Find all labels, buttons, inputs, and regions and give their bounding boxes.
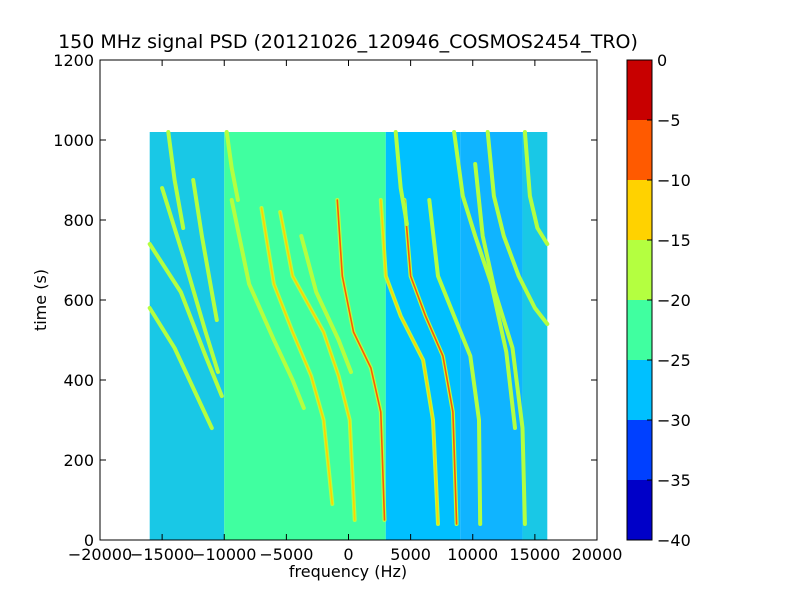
signal-trace	[260, 207, 334, 505]
signal-trace	[225, 131, 239, 201]
signal-trace	[394, 131, 408, 225]
colorbar-tick-label: −35	[657, 471, 691, 490]
x-tick-label: 10000	[447, 545, 498, 564]
y-tick-label: 800	[63, 211, 94, 230]
y-axis-label: time (s)	[31, 269, 50, 331]
colorbar-level	[627, 240, 652, 300]
x-tick-label: −5000	[259, 545, 313, 564]
signal-trace	[161, 187, 219, 373]
colorbar-level	[627, 480, 652, 540]
x-tick-label: 0	[343, 545, 353, 564]
colorbar-tick-label: −25	[657, 351, 691, 370]
signal-trace	[192, 179, 218, 321]
signal-trace	[486, 131, 549, 325]
colorbar-tick-label: −10	[657, 171, 691, 190]
x-tick-label: −10000	[192, 545, 256, 564]
heatmap-region	[460, 132, 523, 540]
y-tick-label: 0	[84, 531, 94, 550]
colorbar-level	[627, 300, 652, 360]
x-tick-label: −20000	[68, 545, 132, 564]
y-tick-label: 1000	[53, 131, 94, 150]
heatmap-region	[385, 132, 461, 540]
x-tick-label: 20000	[572, 545, 623, 564]
y-tick-label: 1200	[53, 51, 94, 70]
y-axis: 0 200 400 600 800 1000 1200	[53, 51, 597, 550]
heatmap-region	[224, 132, 386, 540]
signal-trace	[336, 199, 386, 521]
x-axis: −20000−15000−10000 −5000 0 5000 10000 15000 20…	[68, 60, 623, 564]
colorbar-tick-label: −20	[657, 291, 691, 310]
chart-title: 150 MHz signal PSD (20121026_120946_COSM…	[58, 31, 638, 53]
heatmap-region	[149, 132, 225, 540]
colorbar-level	[627, 180, 652, 240]
x-tick-label: −15000	[130, 545, 194, 564]
signal-trace	[230, 199, 305, 409]
colorbar-ticks: 0 −5 −10 −15 −20 −25 −30 −35 −40	[647, 51, 691, 550]
signal-trace	[428, 199, 481, 525]
y-tick-label: 200	[63, 451, 94, 470]
colorbar-tick-label: −15	[657, 231, 691, 250]
colorbar-level	[627, 360, 652, 420]
signal-trace	[279, 211, 356, 521]
signal-trace	[403, 199, 458, 525]
signal-trace	[380, 199, 439, 525]
x-tick-label: 5000	[390, 545, 431, 564]
colorbar-level	[627, 120, 652, 180]
heatmap-area	[147, 130, 550, 540]
signal-trace	[453, 131, 516, 429]
signal-trace	[167, 131, 184, 229]
signal-trace	[300, 235, 352, 373]
colorbar-tick-label: −5	[657, 111, 681, 130]
colorbar-tick-label: −40	[657, 531, 691, 550]
x-tick-label: 15000	[509, 545, 560, 564]
x-axis-label: frequency (Hz)	[289, 562, 407, 581]
colorbar	[627, 60, 652, 540]
colorbar-tick-label: 0	[657, 51, 667, 70]
signal-trace	[474, 163, 526, 525]
colorbar-level	[627, 420, 652, 480]
heatmap-region	[522, 132, 548, 540]
y-tick-label: 600	[63, 291, 94, 310]
signal-trace	[148, 307, 213, 429]
y-tick-label: 400	[63, 371, 94, 390]
signal-trace	[148, 243, 223, 397]
colorbar-level	[627, 60, 652, 120]
signal-trace	[524, 131, 549, 245]
colorbar-tick-label: −30	[657, 411, 691, 430]
